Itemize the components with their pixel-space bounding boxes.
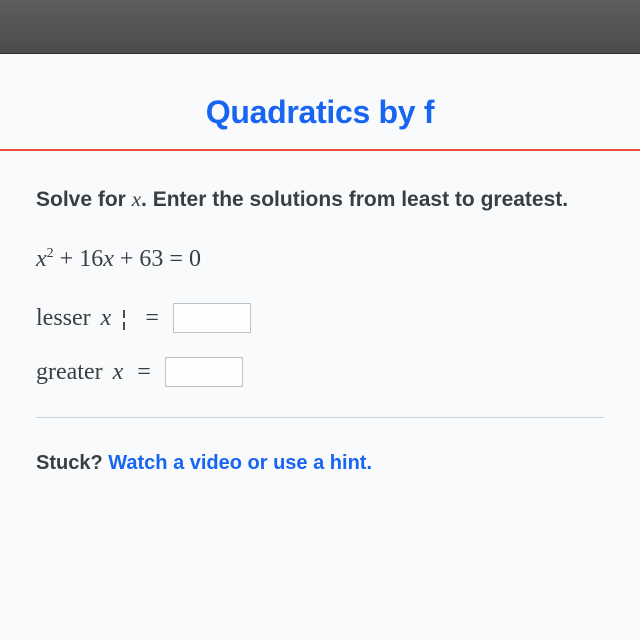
prompt-pre: Solve for — [36, 188, 132, 211]
eq-plus2: + — [120, 246, 140, 272]
eq-coef: 16 — [79, 246, 103, 272]
prompt-post: . Enter the solutions from least to grea… — [141, 188, 568, 211]
page-content: Quadratics by f Solve for x. Enter the s… — [0, 54, 640, 640]
lesser-label: lesser — [36, 305, 91, 332]
title-area: Quadratics by f — [0, 54, 640, 149]
lesser-var: x — [101, 305, 112, 332]
equation-display: x2 + 16x + 63 = 0 — [36, 246, 604, 273]
greater-answer-row: greater x = — [36, 357, 604, 387]
eq-plus1: + — [60, 246, 80, 272]
eq-var2: x — [103, 246, 114, 272]
eq-const: 63 — [139, 246, 163, 272]
greater-x-input[interactable] — [165, 357, 243, 387]
question-prompt: Solve for x. Enter the solutions from le… — [36, 187, 604, 212]
exercise-content: Solve for x. Enter the solutions from le… — [0, 151, 640, 475]
greater-eq: = — [137, 359, 151, 386]
stuck-prompt: Stuck? Watch a video or use a hint. — [36, 452, 604, 475]
eq-var1: x — [36, 246, 47, 272]
browser-chrome-bar — [0, 0, 640, 54]
stuck-label: Stuck? — [36, 452, 103, 474]
eq-equals: = — [169, 246, 189, 272]
page-title: Quadratics by f — [206, 94, 434, 130]
text-cursor-icon — [119, 310, 131, 330]
lesser-x-input[interactable] — [173, 303, 251, 333]
lesser-answer-row: lesser x = — [36, 303, 604, 333]
section-divider — [36, 417, 604, 418]
prompt-variable: x — [132, 187, 141, 211]
stuck-hint-link[interactable]: Watch a video or use a hint. — [108, 452, 372, 474]
eq-rhs: 0 — [189, 246, 201, 272]
lesser-eq: = — [145, 305, 159, 332]
greater-var: x — [113, 359, 124, 386]
greater-label: greater — [36, 359, 103, 386]
eq-exponent: 2 — [47, 246, 54, 261]
